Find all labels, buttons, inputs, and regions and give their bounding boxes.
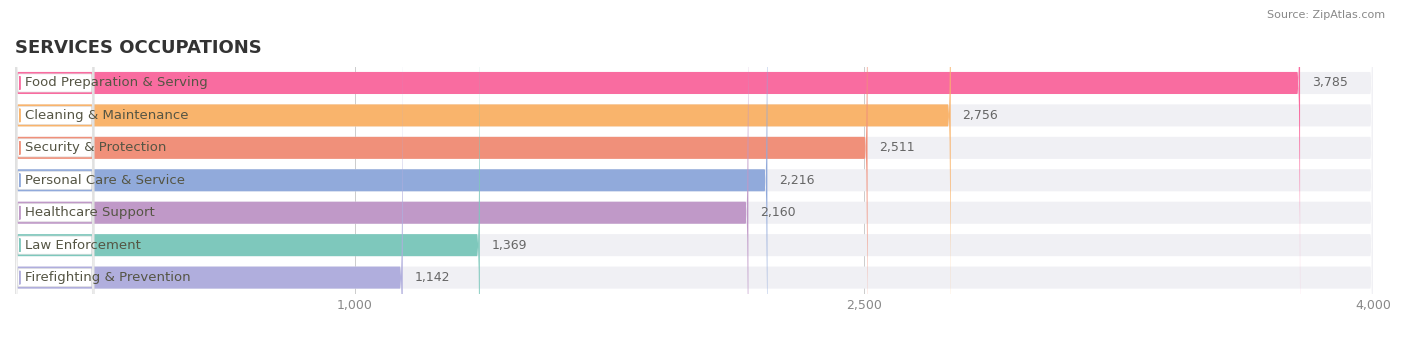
- Text: Firefighting & Prevention: Firefighting & Prevention: [25, 271, 191, 284]
- Text: 2,511: 2,511: [879, 142, 915, 154]
- Text: Law Enforcement: Law Enforcement: [25, 239, 141, 252]
- FancyBboxPatch shape: [15, 0, 1374, 341]
- Text: 2,160: 2,160: [761, 206, 796, 219]
- FancyBboxPatch shape: [15, 0, 1301, 331]
- FancyBboxPatch shape: [15, 29, 402, 341]
- FancyBboxPatch shape: [15, 0, 1374, 331]
- FancyBboxPatch shape: [15, 27, 94, 341]
- Text: 2,216: 2,216: [779, 174, 814, 187]
- Text: Source: ZipAtlas.com: Source: ZipAtlas.com: [1267, 10, 1385, 20]
- FancyBboxPatch shape: [15, 0, 94, 341]
- Text: 1,369: 1,369: [492, 239, 527, 252]
- FancyBboxPatch shape: [15, 0, 94, 341]
- Text: 1,142: 1,142: [415, 271, 450, 284]
- Text: 2,756: 2,756: [963, 109, 998, 122]
- Text: Personal Care & Service: Personal Care & Service: [25, 174, 186, 187]
- FancyBboxPatch shape: [15, 0, 94, 333]
- FancyBboxPatch shape: [15, 0, 94, 341]
- Text: Security & Protection: Security & Protection: [25, 142, 166, 154]
- FancyBboxPatch shape: [15, 29, 1374, 341]
- Text: Food Preparation & Serving: Food Preparation & Serving: [25, 76, 208, 89]
- Text: SERVICES OCCUPATIONS: SERVICES OCCUPATIONS: [15, 39, 262, 57]
- FancyBboxPatch shape: [15, 0, 1374, 341]
- FancyBboxPatch shape: [15, 0, 950, 341]
- FancyBboxPatch shape: [15, 0, 748, 341]
- FancyBboxPatch shape: [15, 0, 479, 341]
- Text: Healthcare Support: Healthcare Support: [25, 206, 155, 219]
- Text: 3,785: 3,785: [1312, 76, 1348, 89]
- FancyBboxPatch shape: [15, 0, 768, 341]
- FancyBboxPatch shape: [15, 0, 94, 341]
- FancyBboxPatch shape: [15, 0, 94, 341]
- FancyBboxPatch shape: [15, 0, 1374, 341]
- FancyBboxPatch shape: [15, 0, 1374, 341]
- FancyBboxPatch shape: [15, 0, 868, 341]
- Text: Cleaning & Maintenance: Cleaning & Maintenance: [25, 109, 188, 122]
- FancyBboxPatch shape: [15, 0, 1374, 341]
